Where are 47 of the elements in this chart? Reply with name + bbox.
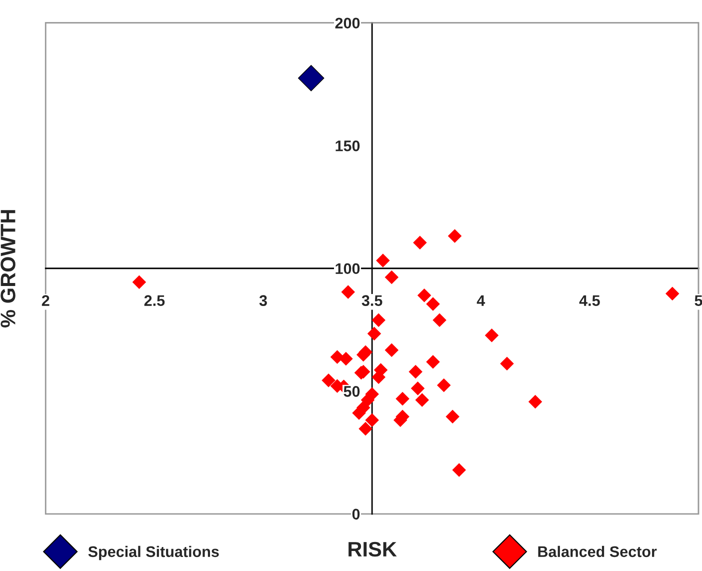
point — [452, 463, 466, 477]
point — [500, 356, 514, 370]
x-tick-label: 4 — [476, 295, 486, 306]
y-tick-label: 150 — [336, 140, 360, 152]
point — [408, 365, 422, 378]
point — [448, 229, 462, 243]
point — [411, 382, 424, 396]
point — [322, 374, 336, 388]
point — [330, 350, 344, 364]
point — [413, 236, 427, 250]
legend-label: Special Situations — [88, 546, 219, 560]
x-axis-title: RISK — [348, 542, 397, 557]
point — [528, 394, 542, 408]
point — [365, 413, 379, 427]
x-tick-label: 2 — [42, 295, 50, 306]
point — [485, 328, 498, 342]
point — [358, 422, 372, 436]
point — [341, 285, 355, 299]
point — [384, 343, 398, 357]
point — [384, 270, 398, 284]
x-tick-label: 2.5 — [144, 295, 165, 306]
legend-label: Balanced Sector — [538, 546, 657, 558]
point — [426, 297, 440, 311]
point — [432, 313, 446, 327]
point — [298, 64, 324, 92]
point — [437, 378, 451, 392]
y-tick-label: 0 — [352, 508, 360, 520]
point — [368, 326, 381, 340]
point — [352, 406, 366, 420]
point — [132, 275, 146, 289]
y-axis-title: % GROWTH — [0, 210, 16, 328]
point — [339, 352, 353, 366]
point — [396, 392, 410, 406]
point — [415, 393, 429, 407]
y-tick-label: 100 — [336, 263, 360, 274]
y-tick-label: 200 — [335, 18, 360, 29]
point — [666, 286, 680, 300]
point — [446, 410, 460, 424]
point — [376, 254, 390, 268]
x-tick-label: 5 — [694, 295, 702, 306]
point — [418, 288, 432, 302]
x-tick-label: 3.5 — [362, 295, 382, 306]
point — [426, 355, 440, 369]
point — [372, 313, 386, 327]
x-tick-label: 4.5 — [579, 295, 600, 306]
y-tick-label: 50 — [344, 386, 360, 397]
x-tick-label: 3 — [259, 295, 267, 306]
